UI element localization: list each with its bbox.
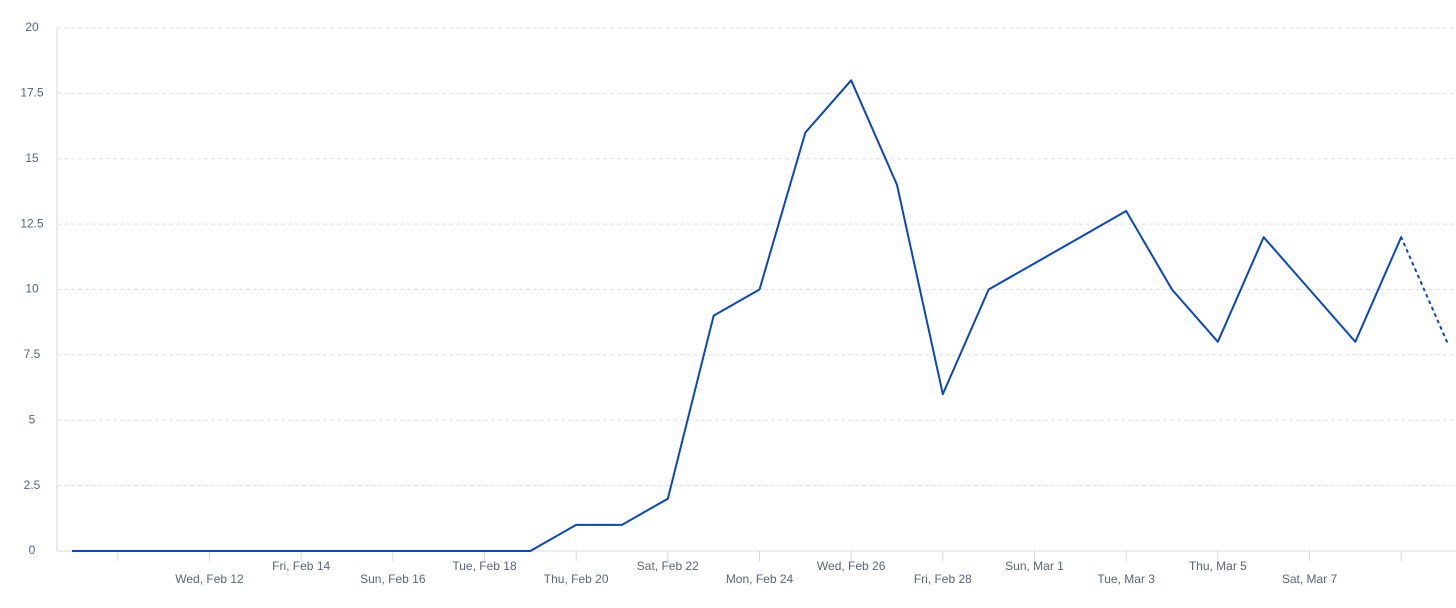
y-tick-label: 5 [29, 412, 36, 426]
y-tick-label: 10 [25, 282, 39, 296]
y-tick-label: 0 [29, 543, 36, 557]
y-tick-label: 7.5 [24, 347, 41, 361]
line [72, 79, 1403, 552]
line-incomplete [1400, 236, 1448, 343]
x-tick-label: Sun, Mar 1 [1005, 559, 1064, 573]
y-tick-label: 15 [25, 151, 39, 165]
x-tick-label: Wed, Feb 26 [817, 559, 886, 573]
y-tick-label: 12.5 [20, 216, 44, 230]
x-tick-label: Sat, Mar 7 [1282, 572, 1338, 586]
x-tick-label: Sun, Feb 16 [360, 572, 426, 586]
x-tick-label: Thu, Feb 20 [544, 572, 609, 586]
x-tick-label: Fri, Feb 28 [914, 572, 972, 586]
x-tick-label: Tue, Feb 18 [452, 559, 517, 573]
y-tick-label: 20 [25, 20, 39, 34]
x-tick-label: Mon, Feb 24 [726, 572, 794, 586]
x-tick-label: Thu, Mar 5 [1189, 559, 1247, 573]
x-tick-label: Tue, Mar 3 [1097, 572, 1155, 586]
y-tick-label: 17.5 [20, 86, 44, 100]
y-tick-label: 2.5 [24, 478, 41, 492]
x-tick-label: Fri, Feb 14 [272, 559, 330, 573]
x-tick-label: Sat, Feb 22 [637, 559, 699, 573]
x-tick-label: Wed, Feb 12 [175, 572, 244, 586]
